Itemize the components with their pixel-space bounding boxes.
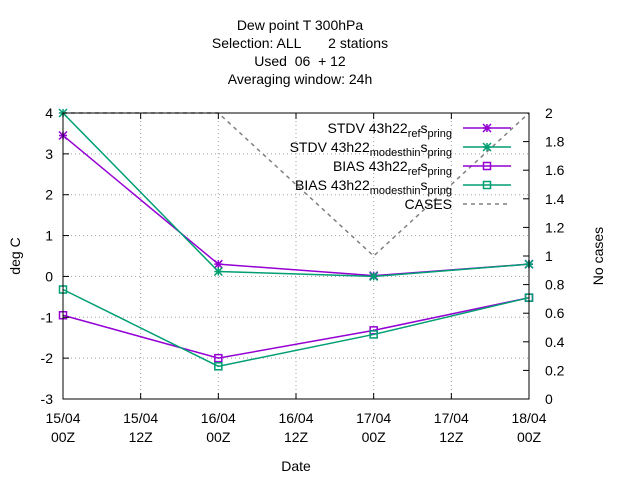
x-tick-label-hour: 12Z [129, 429, 154, 445]
x-tick-label-hour: 00Z [362, 429, 387, 445]
y2-tick-label: 0.4 [545, 334, 565, 350]
y-axis-label: deg C [7, 237, 23, 274]
series-4 [63, 112, 530, 258]
x-axis-ticks: 15/04 00Z 15/04 12Z 16/04 00Z 16/04 12Z 17/04 00Z… [45, 113, 547, 445]
legend-label-main: BIAS 43h22 [295, 177, 370, 193]
data-point [213, 259, 223, 269]
x-tick-label-date: 18/04 [511, 410, 546, 426]
y2-tick-label: 0 [545, 391, 553, 407]
y2-axis-ticks: 0 0.2 0.4 0.6 0.8 1 1.2 1.4 1.6 1.8 2 [523, 105, 565, 407]
legend-label-sub1: ref [408, 128, 422, 140]
x-tick-label-hour: 12Z [284, 429, 309, 445]
y-tick-label: -3 [41, 391, 54, 407]
title-line: Selection: ALL 2 stations [212, 35, 388, 51]
x-axis-label: Date [281, 458, 311, 474]
legend-label-sub1: ref [408, 166, 422, 178]
legend-label-sub2: pring [428, 185, 452, 197]
y2-tick-label: 1.6 [545, 162, 565, 178]
x-tick-label-date: 17/04 [434, 410, 469, 426]
legend-sample-marker [482, 142, 492, 152]
title-line: Dew point T 300hPa [237, 17, 364, 33]
legend-sample-marker [482, 180, 492, 190]
y2-tick-label: 1 [545, 248, 553, 264]
x-tick-label-date: 16/04 [278, 410, 313, 426]
y2-axis-label: No cases [590, 227, 606, 285]
legend-label-main: STDV 43h22 [290, 139, 370, 155]
y-tick-label: 2 [45, 187, 53, 203]
series-line [63, 112, 530, 258]
y2-tick-label: 1.4 [545, 191, 565, 207]
y-tick-label: -2 [41, 350, 54, 366]
x-tick-label-hour: 12Z [439, 429, 464, 445]
x-tick-label-date: 16/04 [201, 410, 236, 426]
data-point [213, 266, 223, 277]
x-tick-label-hour: 00Z [206, 429, 231, 445]
data-point [369, 330, 378, 339]
y-tick-label: 4 [45, 105, 53, 121]
series-line [62, 296, 530, 359]
legend-entry-label: STDV 43h22refspring [328, 120, 452, 140]
legend-label-sub1: modesthin [370, 147, 421, 159]
series-line [62, 288, 530, 368]
chart-title: Dew point T 300hPa Selection: ALL 2 stati… [212, 17, 388, 87]
data-point [214, 362, 223, 371]
legend-label-mid: s [421, 139, 428, 155]
y2-tick-label: 1.8 [545, 134, 565, 150]
legend-entry-label: BIAS 43h22modesthinspring [295, 177, 452, 197]
legend-label-main: BIAS 43h22 [333, 158, 408, 174]
y-tick-label: 1 [45, 228, 53, 244]
data-point [214, 353, 223, 363]
legend-label-sub2: pring [428, 147, 452, 159]
x-tick-label-date: 15/04 [123, 410, 158, 426]
x-tick-label-hour: 00Z [517, 429, 542, 445]
y2-tick-label: 0.2 [545, 362, 565, 378]
legend-entry-label: CASES [405, 196, 452, 212]
plot-frame [62, 112, 530, 400]
y2-tick-label: 1.2 [545, 219, 565, 235]
legend-entry-label: BIAS 43h22refspring [333, 158, 452, 178]
series-line [62, 112, 530, 278]
legend-label-mid: s [421, 120, 428, 136]
data-point [369, 271, 379, 281]
legend-sample-marker [482, 161, 492, 171]
legend-label-main: CASES [405, 196, 452, 212]
legend-label-sub2: pring [428, 166, 452, 178]
legend-label-sub2: pring [428, 128, 452, 140]
y-tick-label: -1 [41, 309, 54, 325]
title-line: Used 06 + 12 [254, 53, 346, 69]
x-tick-label-date: 17/04 [356, 410, 391, 426]
legend-label-sub1: modesthin [370, 185, 421, 197]
legend-sample-marker [482, 123, 492, 133]
legend-entry-label: STDV 43h22modesthinspring [290, 139, 452, 159]
y-axis-ticks: -3 -2 -1 0 1 2 3 4 [41, 105, 69, 407]
series-2 [58, 293, 534, 363]
legend-label-mid: s [421, 177, 428, 193]
grid [63, 113, 529, 399]
legend-label-main: STDV 43h22 [328, 120, 408, 136]
x-tick-label-hour: 00Z [51, 429, 76, 445]
y2-tick-label: 2 [545, 105, 553, 121]
legend-label-mid: s [421, 158, 428, 174]
x-tick-label-date: 15/04 [45, 410, 80, 426]
y-tick-label: 3 [45, 146, 53, 162]
y-tick-label: 0 [45, 268, 53, 284]
y2-tick-label: 0.8 [545, 277, 565, 293]
title-line: Averaging window: 24h [228, 71, 373, 87]
y2-tick-label: 0.6 [545, 305, 565, 321]
